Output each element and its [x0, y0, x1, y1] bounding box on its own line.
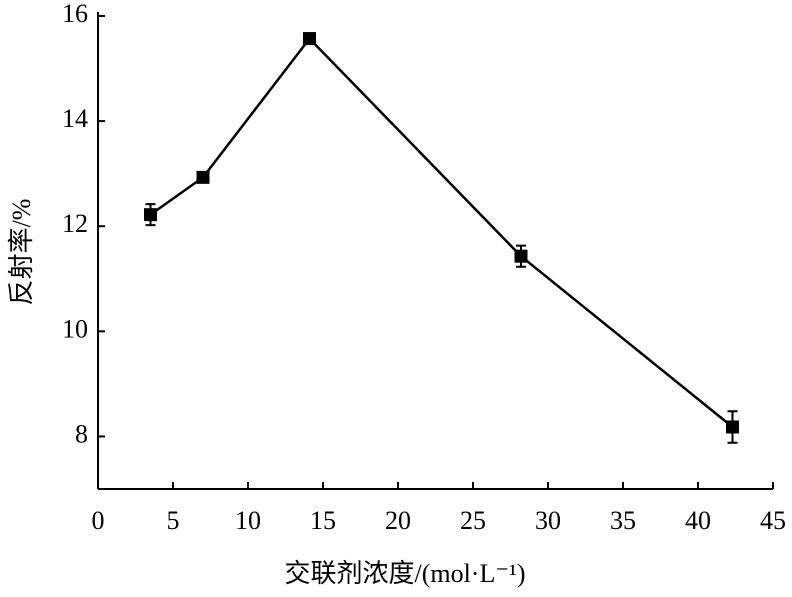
data-point: [303, 32, 316, 46]
x-axis-label: 交联剂浓度/(mol·L⁻¹): [284, 559, 525, 588]
data-point: [514, 249, 528, 263]
y-tick-label: 16: [62, 0, 88, 28]
x-tick-label: 5: [167, 506, 180, 535]
x-tick-label: 25: [460, 506, 486, 535]
data-line: [149, 36, 734, 428]
x-tick-label: 10: [235, 506, 261, 535]
y-tick-label: 10: [62, 314, 88, 343]
y-axis-label: 反射率/%: [7, 199, 36, 306]
y-tick-label: 8: [75, 419, 88, 448]
x-tick-label: 40: [685, 506, 711, 535]
x-tick-label: 15: [310, 506, 336, 535]
x-tick-label: 35: [610, 506, 636, 535]
y-tick-label: 12: [62, 209, 88, 238]
y-tick-label: 14: [62, 104, 88, 133]
data-point: [196, 170, 210, 184]
data-point: [144, 208, 157, 222]
data-point: [726, 420, 739, 434]
x-tick-label: 45: [760, 506, 786, 535]
x-tick-label: 20: [385, 506, 411, 535]
x-tick-label: 0: [92, 506, 105, 535]
x-tick-label: 30: [535, 506, 561, 535]
